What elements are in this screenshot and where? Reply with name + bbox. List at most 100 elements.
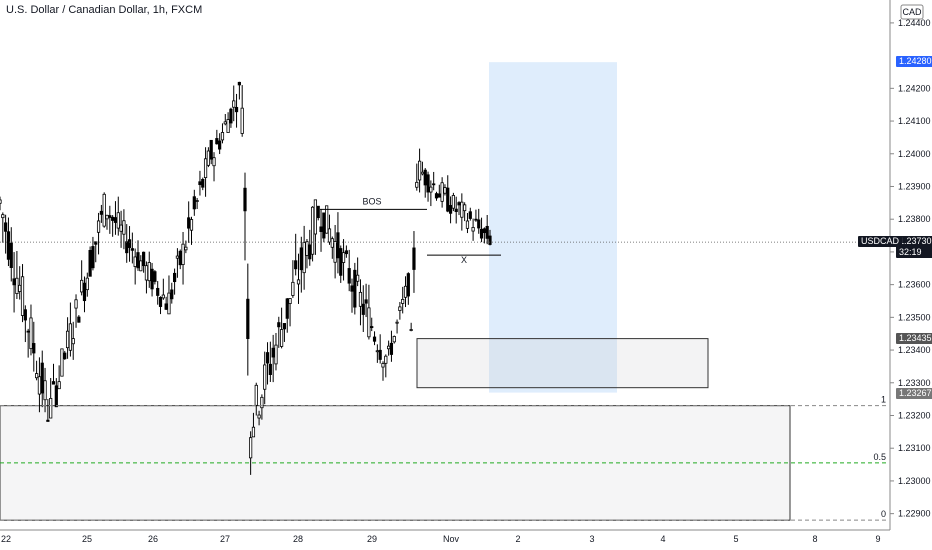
candle-body (85, 277, 89, 291)
candle-body (4, 222, 8, 232)
candle-body (125, 241, 129, 254)
candle-body (361, 303, 365, 315)
candle-body (1, 214, 5, 219)
candle-body (308, 244, 312, 260)
candle-body (420, 171, 425, 175)
candle-body (401, 298, 405, 304)
candle-body (57, 381, 61, 390)
candle-body (80, 279, 84, 293)
candle-body (139, 260, 143, 272)
price-tick-label: 1.23100 (898, 443, 931, 453)
candle-body (113, 217, 118, 223)
price-tick-label: 1.24200 (898, 83, 931, 93)
candle-body (440, 182, 444, 202)
candle-body (6, 231, 11, 260)
candle-body (305, 241, 309, 256)
candle-body (153, 271, 157, 282)
candle-body (474, 218, 478, 221)
candle-body (91, 246, 95, 269)
candle-countdown: 32:19 (899, 247, 922, 258)
candle-body (316, 205, 320, 219)
candle-body (488, 235, 492, 245)
time-tick-label: 29 (367, 534, 377, 544)
candle-body (40, 362, 44, 394)
candle-body (291, 281, 295, 296)
candle-body (457, 202, 461, 206)
current-price-tag: 1.23730 32:19 (896, 236, 932, 259)
candle-body (341, 252, 346, 263)
zones-layer (0, 62, 791, 521)
candle-body (246, 298, 250, 339)
symbol-tag: USDCAD (858, 236, 903, 248)
candle-body (119, 224, 123, 232)
candle-body (167, 292, 171, 315)
price-tick-label: 1.23000 (898, 476, 931, 486)
candles-layer (0, 81, 492, 475)
candle-body (156, 287, 160, 296)
candle-body (277, 322, 281, 328)
candle-body (372, 336, 377, 342)
price-tick-label: 1.24400 (898, 18, 931, 28)
candle-body (398, 306, 402, 311)
candle-body (482, 228, 486, 234)
candle-body (102, 193, 106, 227)
candle-body (417, 160, 422, 181)
candle-body (358, 291, 363, 307)
time-tick-label: 27 (220, 534, 230, 544)
candle-body (465, 220, 470, 229)
candle-body (443, 187, 447, 194)
candle-body (395, 321, 399, 324)
overlays-layer: 1 0.5 0 BOS X (0, 196, 888, 521)
candle-body (172, 272, 177, 283)
candle-body (251, 426, 256, 438)
candle-body (370, 326, 374, 329)
candle-body (60, 348, 64, 377)
currency-box (900, 4, 924, 20)
candle-body (43, 380, 47, 401)
candle-body (18, 284, 22, 292)
candle-body (54, 385, 58, 408)
time-tick-label: 5 (733, 534, 738, 544)
candle-body (268, 363, 272, 375)
candle-body (94, 241, 98, 245)
candle-body (454, 208, 458, 213)
candle-body (218, 140, 222, 150)
currency-label: CAD (902, 7, 922, 17)
candle-body (234, 106, 239, 113)
price-tick-label: 1.23300 (898, 378, 931, 388)
time-tick-label: 28 (293, 534, 303, 544)
price-tick-label: 1.23600 (898, 280, 931, 290)
candle-body (265, 352, 270, 364)
candle-body (46, 419, 50, 422)
candle-body (203, 158, 208, 179)
candle-body (249, 437, 253, 459)
candle-body (111, 216, 115, 221)
candle-body (232, 100, 236, 108)
candle-body (313, 199, 318, 235)
candle-body (423, 169, 427, 186)
price-tick-label: 1.23900 (898, 181, 931, 191)
candle-body (471, 227, 475, 232)
candle-body (384, 355, 388, 364)
candle-body (181, 243, 185, 265)
candle-body (240, 107, 244, 134)
candle-body (350, 285, 354, 292)
candle-body (23, 309, 27, 321)
candle-body (285, 298, 289, 319)
candle-body (426, 174, 430, 193)
time-tick-label: Nov (443, 534, 460, 544)
candle-body (192, 196, 196, 210)
candle-body (463, 204, 467, 212)
candle-body (409, 329, 413, 331)
candle-body (77, 316, 81, 323)
candle-body (432, 183, 436, 186)
candle-body (333, 241, 337, 263)
candle-body (327, 228, 332, 243)
candle-body (446, 187, 450, 212)
candle-body (65, 330, 70, 349)
chart-title: U.S. Dollar / Canadian Dollar, 1h, FXCM (6, 4, 203, 16)
candle-body (71, 338, 75, 345)
candle-body (322, 212, 326, 239)
candle-body (302, 242, 306, 274)
